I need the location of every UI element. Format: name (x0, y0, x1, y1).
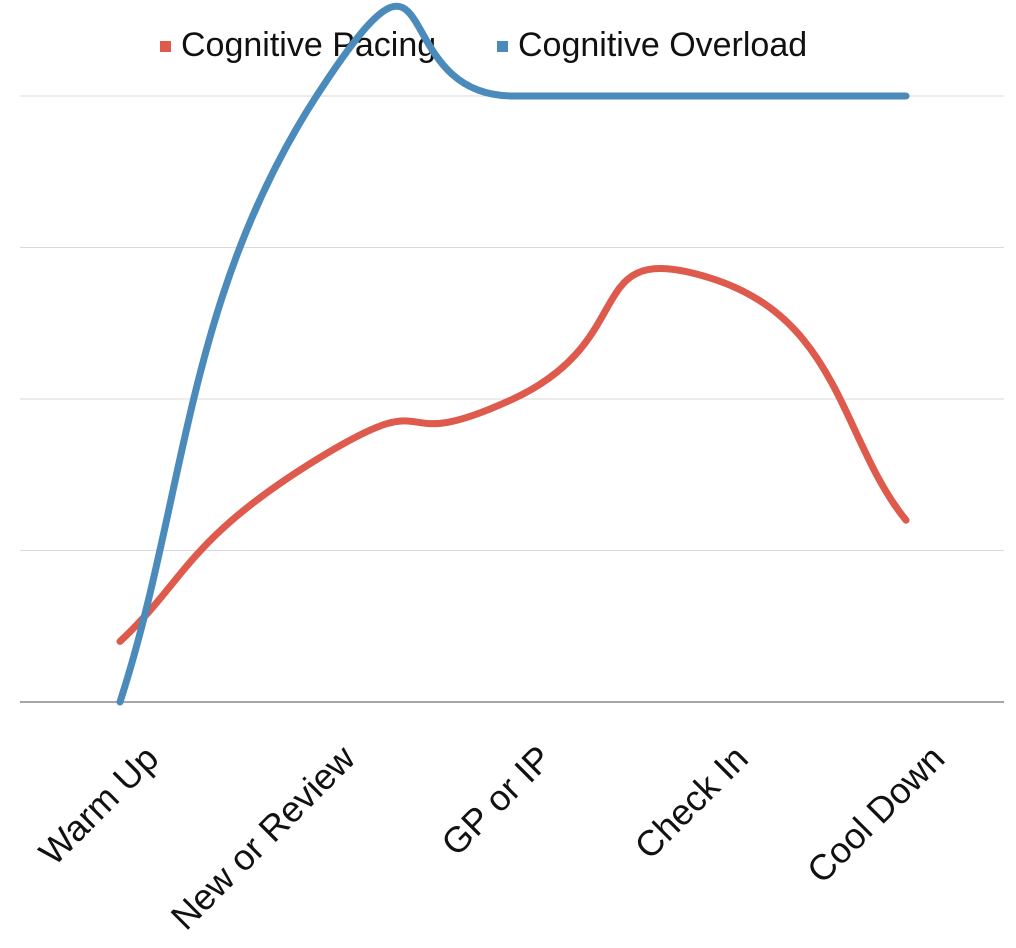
legend-swatch (497, 41, 508, 52)
x-tick-label: Cool Down (799, 737, 953, 891)
series-line-cognitive-pacing (116, 265, 910, 645)
legend-label: Cognitive Pacing (181, 26, 436, 64)
legend: Cognitive Pacing Cognitive Overload (160, 26, 807, 64)
x-tick-label: Check In (626, 737, 755, 866)
x-tick-label: GP or IP (433, 737, 559, 863)
series-lines (116, 2, 910, 706)
legend-swatch (160, 41, 171, 52)
x-tick-label: New or Review (163, 737, 364, 938)
legend-label: Cognitive Overload (518, 26, 807, 64)
x-tick-label: Warm Up (31, 737, 167, 873)
series-line-cognitive-overload (116, 2, 910, 706)
